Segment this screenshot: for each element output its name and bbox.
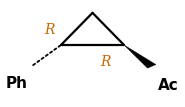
Text: R: R <box>45 23 55 37</box>
Text: R: R <box>100 55 111 69</box>
Text: Ac: Ac <box>158 78 179 93</box>
Polygon shape <box>124 45 156 68</box>
Text: Ph: Ph <box>6 76 28 91</box>
